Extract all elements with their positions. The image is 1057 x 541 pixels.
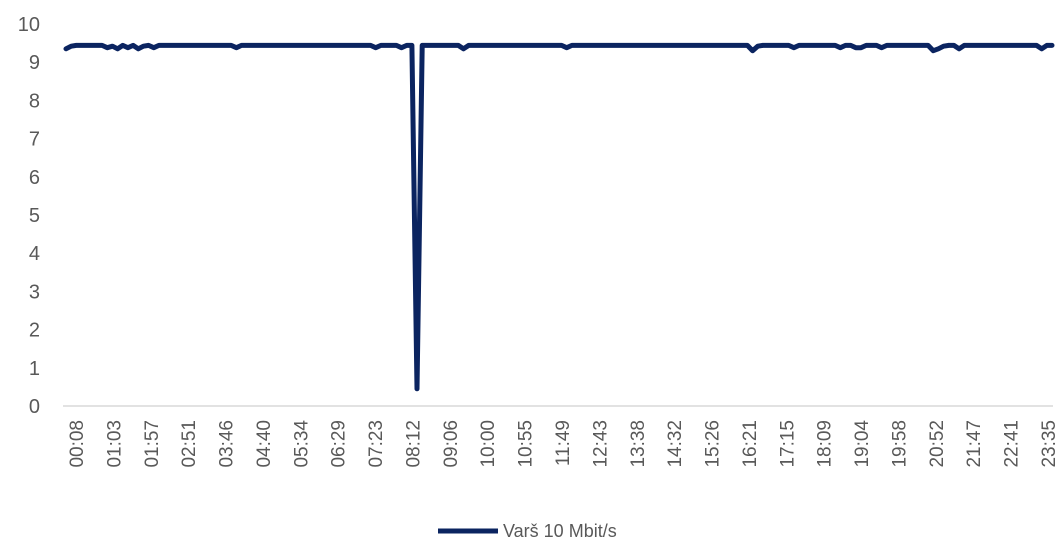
x-tick-label: 09:06 [441,420,462,468]
x-tick-label: 05:34 [291,420,312,468]
y-tick-label: 3 [29,281,40,303]
x-tick-label: 10:00 [478,420,499,468]
x-tick-label: 20:52 [927,420,948,468]
y-tick-label: 8 [29,90,40,112]
y-tick-label: 0 [29,396,40,418]
x-tick-label: 13:38 [628,420,649,468]
x-tick-label: 01:57 [142,420,163,468]
x-tick-label: 07:23 [366,420,387,468]
y-axis-ticks: 0 1 2 3 4 5 6 7 8 9 10 [18,14,40,418]
x-tick-label: 06:29 [329,420,350,468]
x-tick-label: 00:08 [67,420,88,468]
x-tick-label: 10:55 [516,420,537,468]
x-tick-label: 01:03 [104,420,125,468]
x-tick-label: 02:51 [179,420,200,468]
x-tick-label: 22:41 [1002,420,1023,468]
x-tick-label: 03:46 [217,420,238,468]
x-tick-label: 12:43 [590,420,611,468]
x-tick-label: 08:12 [403,420,424,468]
x-tick-label: 16:21 [740,420,761,468]
y-tick-label: 4 [29,243,40,265]
x-tick-label: 04:40 [254,420,275,468]
y-tick-label: 5 [29,205,40,227]
x-tick-label: 21:47 [964,420,985,468]
x-tick-label: 14:32 [665,420,686,468]
legend: Varš 10 Mbit/s [438,521,617,541]
series-line [63,42,1055,392]
x-tick-label: 19:58 [889,420,910,468]
x-tick-label: 11:49 [553,420,574,466]
y-tick-label: 6 [29,167,40,189]
y-tick-label: 1 [29,358,40,380]
y-tick-label: 9 [29,52,40,74]
x-tick-label: 23:35 [1039,420,1057,468]
legend-label: Varš 10 Mbit/s [503,521,617,541]
x-tick-label: 18:09 [815,420,836,468]
x-tick-label: 17:15 [777,420,798,468]
y-tick-label: 7 [29,129,40,151]
x-tick-label: 19:04 [852,420,873,468]
y-tick-label: 2 [29,320,40,342]
x-axis-ticks: 00:08 01:03 01:57 02:51 03:46 04:40 05:34 06:29… [67,420,1057,468]
y-tick-label: 10 [18,14,40,36]
x-tick-label: 15:26 [703,420,724,468]
